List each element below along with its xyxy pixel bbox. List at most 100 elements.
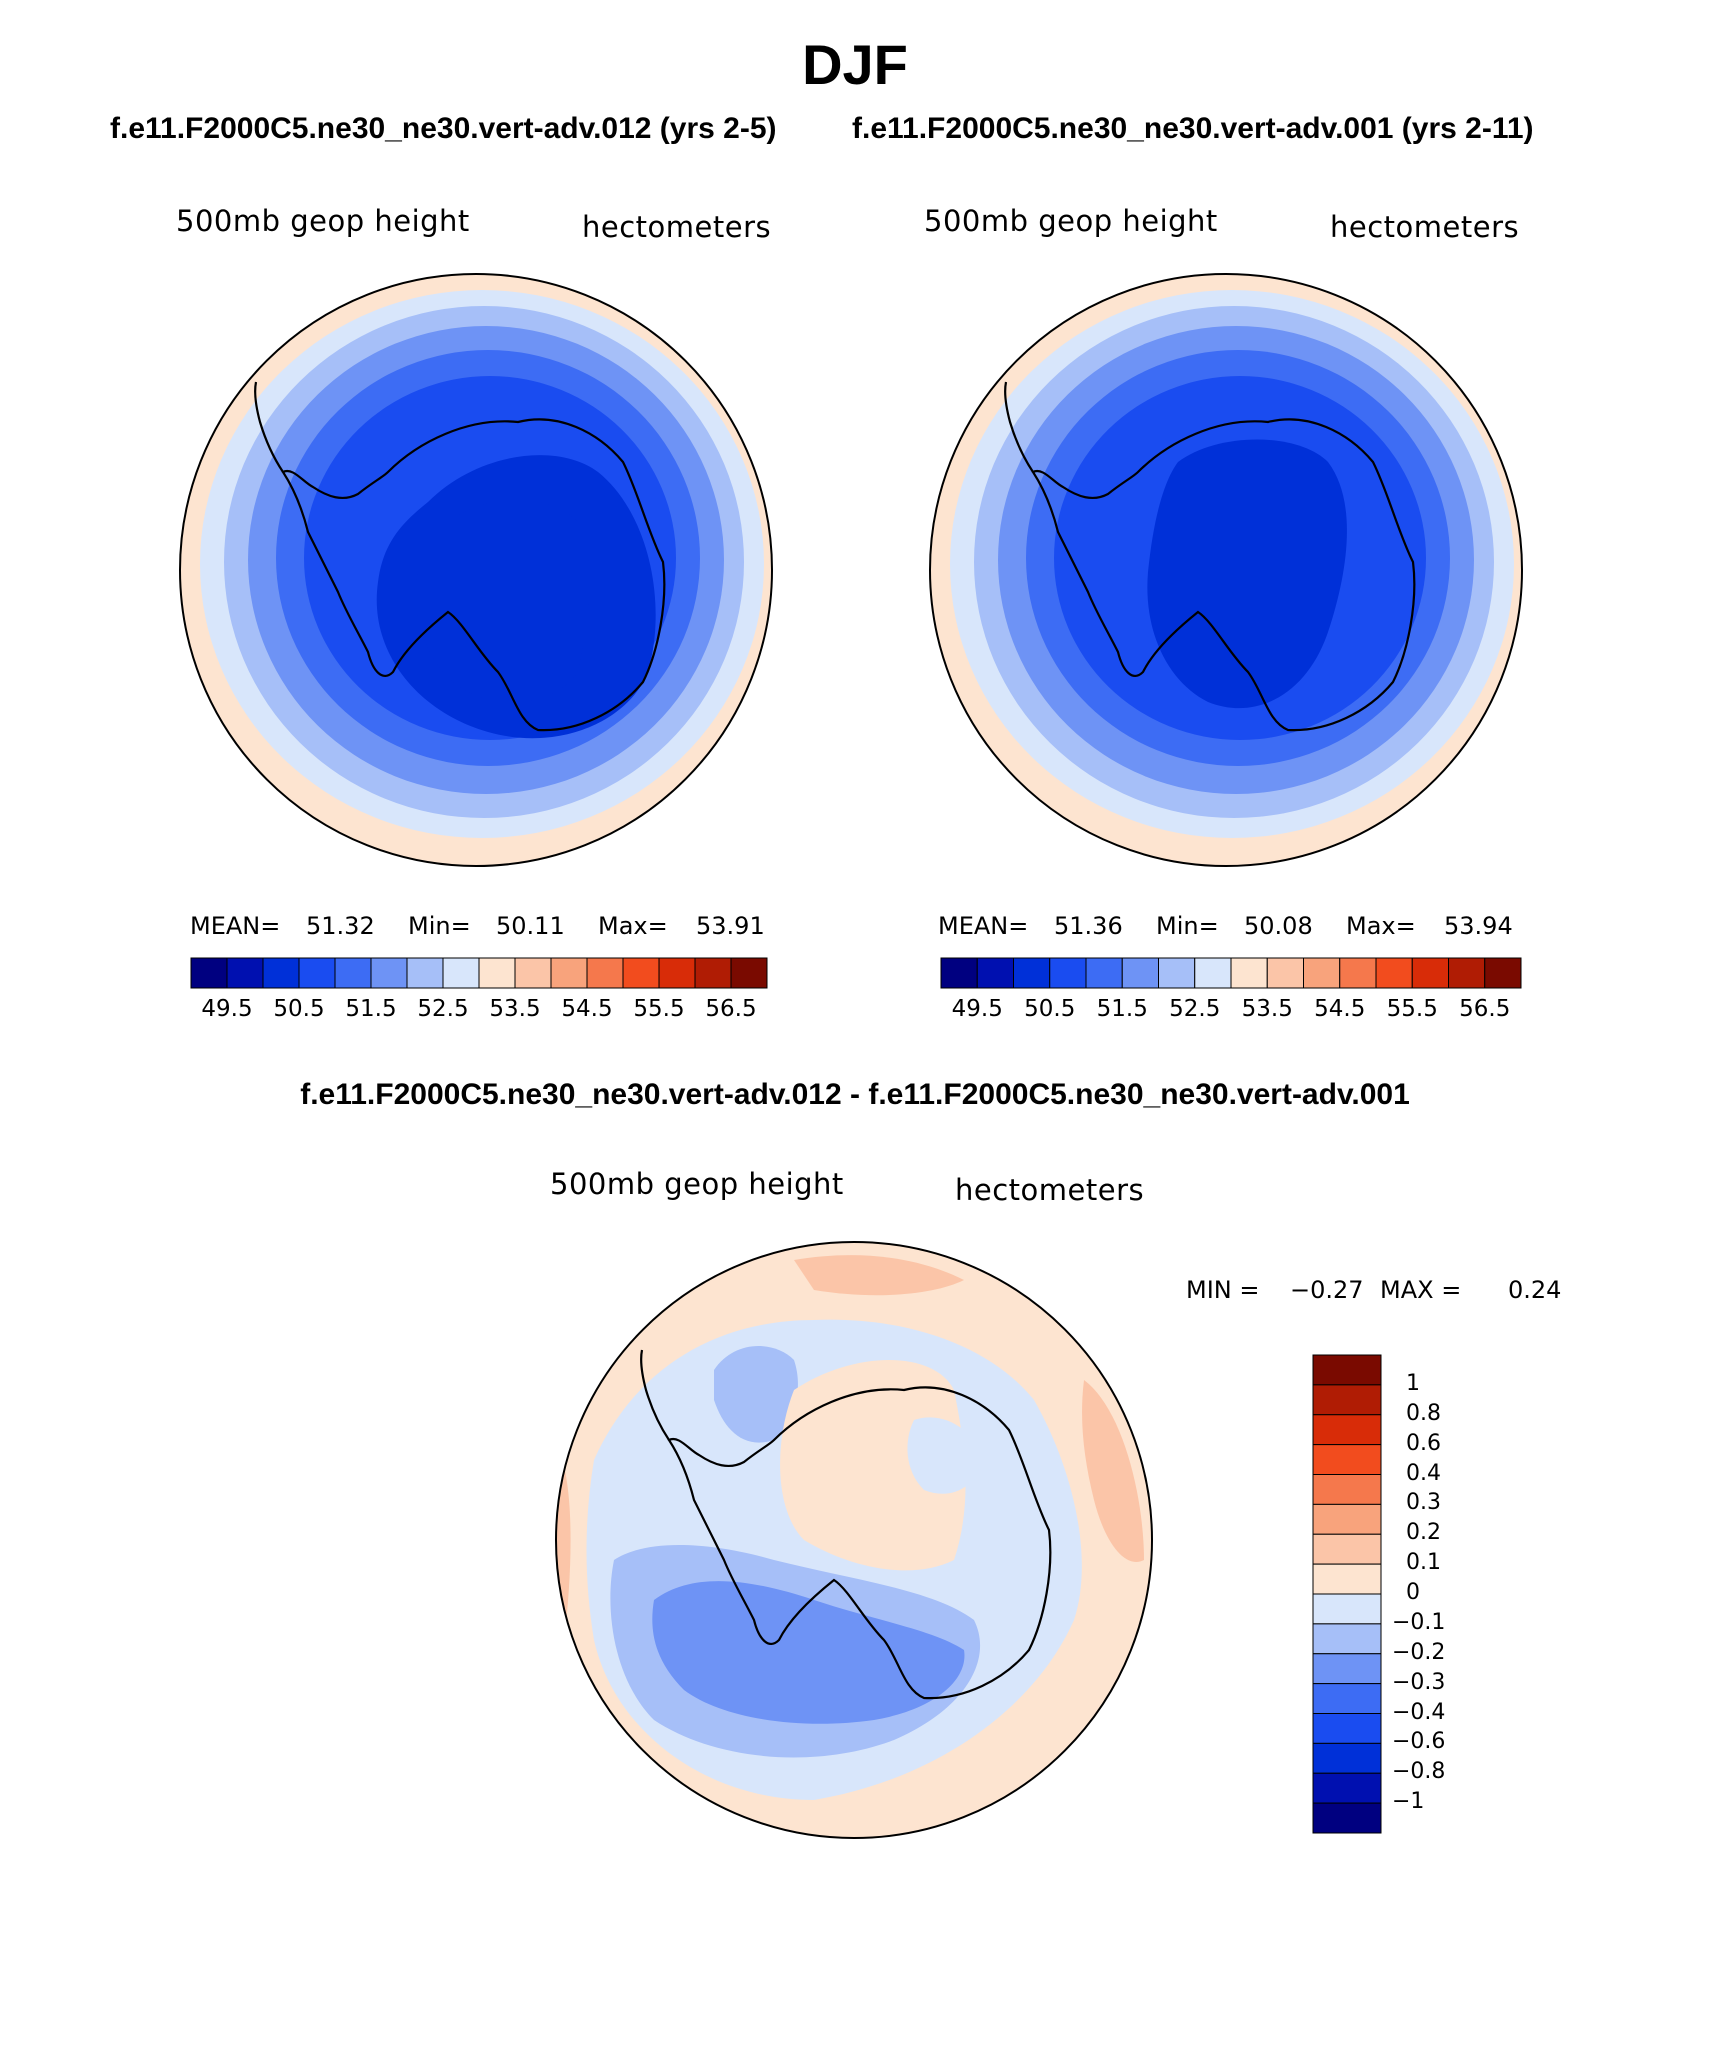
panel-left-units: hectometers <box>582 210 772 244</box>
colorbar-swatch <box>1312 1503 1382 1535</box>
map-border <box>929 273 1523 867</box>
map-panel-diff <box>555 1241 1153 1839</box>
antarctica-coastline <box>281 418 666 732</box>
colorbar-swatch <box>1266 957 1304 989</box>
colorbar-swatch <box>940 957 978 989</box>
colorbar-swatch <box>1312 1623 1382 1655</box>
diff-min-label: MIN = <box>1186 1276 1260 1304</box>
colorbar-swatch <box>298 957 336 989</box>
panel-right-mean: 51.36 <box>1054 912 1123 940</box>
map-border <box>179 273 773 867</box>
colorbar-swatch <box>370 957 408 989</box>
panel-left-max: 53.91 <box>696 912 765 940</box>
colorbar-swatch <box>1312 1384 1382 1416</box>
colorbar-tick-label: −0.6 <box>1392 1729 1446 1755</box>
colorbar-tick-label: 49.5 <box>951 996 1003 1022</box>
contour-band <box>1147 439 1347 709</box>
antarctic-peninsula <box>1004 381 1034 473</box>
colorbar-swatch <box>1312 1772 1382 1804</box>
map-panel-right <box>929 273 1523 867</box>
contour-band <box>780 1360 966 1571</box>
colorbar-swatch <box>622 957 660 989</box>
low-center <box>415 499 590 703</box>
colorbar-diff-ticks: 1 0.8 0.6 0.4 0.3 0.2 0.1 0 −0.1 −0.2 −0.3 −0.4 −0.6… <box>1392 1354 1512 1834</box>
colorbar-tick-label: 56.5 <box>1459 996 1511 1022</box>
colorbar-swatch <box>1312 1354 1382 1386</box>
colorbar-swatch <box>1158 957 1196 989</box>
panel-left-max-label: Max= <box>598 912 668 940</box>
colorbar-swatch <box>1013 957 1051 989</box>
contour-band <box>714 1346 798 1443</box>
colorbar-tick-label: −0.4 <box>1392 1699 1446 1725</box>
antarctica-coastline <box>1031 418 1416 732</box>
panel-right-min: 50.08 <box>1244 912 1313 940</box>
colorbar-right <box>940 957 1522 989</box>
colorbar-left-ticks: 49.5 50.5 51.5 52.5 53.5 54.5 55.5 56.5 <box>190 996 768 1026</box>
colorbar-swatch <box>1312 1653 1382 1685</box>
colorbar-left <box>190 957 768 989</box>
colorbar-tick-label: 52.5 <box>1169 996 1221 1022</box>
panel-left-mean-label: MEAN= <box>190 912 281 940</box>
colorbar-swatch <box>334 957 372 989</box>
colorbar-swatch <box>1312 1683 1382 1714</box>
colorbar-tick-label: 0.1 <box>1406 1550 1441 1576</box>
colorbar-tick-label: 0.3 <box>1406 1490 1441 1516</box>
panel-left-min-label: Min= <box>408 912 471 940</box>
colorbar-swatch <box>1312 1742 1382 1774</box>
colorbar-swatch <box>478 957 516 989</box>
colorbar-tick-label: 0.2 <box>1406 1520 1441 1546</box>
colorbar-swatch <box>550 957 588 989</box>
diff-max: 0.24 <box>1508 1276 1562 1304</box>
colorbar-tick-label: 53.5 <box>489 996 541 1022</box>
panel-right-max: 53.94 <box>1444 912 1513 940</box>
colorbar-tick-label: 52.5 <box>417 996 469 1022</box>
colorbar-swatch <box>1312 1474 1382 1505</box>
colorbar-tick-label: 0.8 <box>1406 1400 1441 1426</box>
diff-title: f.e11.F2000C5.ne30_ne30.vert-adv.012 - f… <box>300 1078 1410 1111</box>
contour-band <box>794 1255 964 1296</box>
diff-max-label: MAX = <box>1380 1276 1462 1304</box>
colorbar-tick-label: 49.5 <box>201 996 253 1022</box>
contour-band <box>907 1417 984 1494</box>
colorbar-swatch <box>694 957 732 989</box>
panel-right-mean-label: MEAN= <box>938 912 1029 940</box>
colorbar-tick-label: 56.5 <box>705 996 757 1022</box>
colorbar-swatch <box>514 957 552 989</box>
colorbar-swatch <box>1121 957 1159 989</box>
colorbar-swatch <box>658 957 696 989</box>
colorbar-swatch <box>1312 1802 1382 1834</box>
antarctic-peninsula <box>254 381 284 473</box>
colorbar-swatch <box>262 957 300 989</box>
colorbar-swatch <box>1303 957 1341 989</box>
colorbar-diff <box>1312 1354 1382 1834</box>
antarctica-coastline <box>667 1386 1052 1700</box>
colorbar-swatch <box>1312 1593 1382 1625</box>
colorbar-swatch <box>226 957 264 989</box>
diff-units: hectometers <box>955 1173 1145 1207</box>
colorbar-swatch <box>1194 957 1232 989</box>
colorbar-tick-label: −0.1 <box>1392 1609 1446 1635</box>
colorbar-swatch <box>1049 957 1087 989</box>
map-border <box>555 1241 1153 1839</box>
colorbar-tick-label: −1 <box>1392 1789 1425 1815</box>
colorbar-tick-label: 1 <box>1406 1370 1420 1396</box>
colorbar-swatch <box>1312 1533 1382 1565</box>
colorbar-swatch <box>730 957 768 989</box>
colorbar-swatch <box>1339 957 1377 989</box>
colorbar-tick-label: −0.3 <box>1392 1669 1446 1695</box>
colorbar-tick-label: 0 <box>1406 1580 1420 1605</box>
colorbar-swatch <box>1312 1414 1382 1446</box>
colorbar-tick-label: 51.5 <box>345 996 397 1022</box>
panel-right-variable: 500mb geop height <box>924 204 1218 238</box>
panel-right-min-label: Min= <box>1156 912 1219 940</box>
colorbar-swatch <box>1448 957 1486 989</box>
colorbar-right-ticks: 49.5 50.5 51.5 52.5 53.5 54.5 55.5 56.5 <box>940 996 1522 1026</box>
colorbar-tick-label: 0.6 <box>1406 1430 1441 1456</box>
colorbar-swatch <box>406 957 444 989</box>
case-title-right: f.e11.F2000C5.ne30_ne30.vert-adv.001 (yr… <box>852 112 1534 145</box>
colorbar-swatch <box>1085 957 1123 989</box>
contour-band <box>1082 1380 1144 1562</box>
colorbar-tick-label: 54.5 <box>1314 996 1366 1022</box>
colorbar-swatch <box>1312 1444 1382 1475</box>
season-title: DJF <box>802 33 908 96</box>
